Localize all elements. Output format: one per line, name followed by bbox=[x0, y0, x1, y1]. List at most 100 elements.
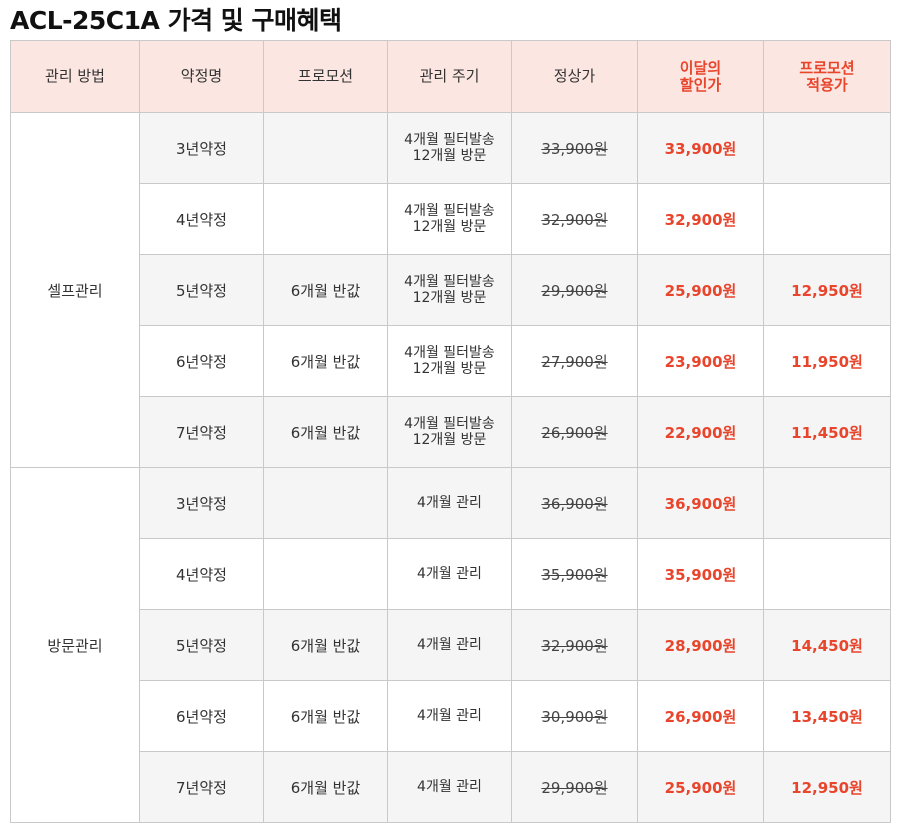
cycle-line2: 12개월 방문 bbox=[412, 148, 487, 164]
price-table: 관리 방법 약정명 프로모션 관리 주기 정상가 이달의 할인가 프로모션 적용… bbox=[10, 40, 891, 823]
cycle-cell: 4개월 관리 bbox=[387, 467, 512, 539]
header-cycle: 관리 주기 bbox=[387, 40, 512, 113]
contract-cell: 4년약정 bbox=[139, 183, 264, 255]
cycle-line1: 4개월 관리 bbox=[417, 495, 482, 511]
cycle-line1: 4개월 관리 bbox=[417, 566, 482, 582]
discount-price-cell: 32,900원 bbox=[637, 183, 764, 255]
discount-price-cell: 25,900원 bbox=[637, 254, 764, 326]
table-row: 5년약정 6개월 반값 4개월 필터발송 12개월 방문 29,900원 25,900원 1… bbox=[11, 254, 891, 326]
cycle-line2: 12개월 방문 bbox=[412, 432, 487, 448]
promo-price-cell bbox=[763, 112, 891, 184]
header-contract: 약정명 bbox=[139, 40, 264, 113]
promotion-cell: 6개월 반값 bbox=[263, 254, 388, 326]
promotion-cell bbox=[263, 538, 388, 610]
discount-price-cell: 36,900원 bbox=[637, 467, 764, 539]
regular-price-strikethrough: 36,900원 bbox=[541, 494, 608, 513]
header-discount-price: 이달의 할인가 bbox=[637, 40, 764, 113]
cycle-cell: 4개월 필터발송 12개월 방문 bbox=[387, 396, 512, 468]
table-row: 셀프관리 3년약정 4개월 필터발송 12개월 방문 33,900원 33,900원 bbox=[10, 112, 891, 468]
regular-price-strikethrough: 29,900원 bbox=[541, 778, 608, 797]
regular-price-strikethrough: 32,900원 bbox=[541, 636, 608, 655]
table-row: 7년약정 6개월 반값 4개월 필터발송 12개월 방문 26,900원 22,900원 1… bbox=[11, 396, 891, 468]
header-regular-price: 정상가 bbox=[511, 40, 638, 113]
regular-price-cell: 29,900원 bbox=[511, 751, 638, 823]
table-group: 셀프관리 3년약정 4개월 필터발송 12개월 방문 33,900원 33,900원 4년약… bbox=[10, 112, 891, 468]
regular-price-strikethrough: 33,900원 bbox=[541, 139, 608, 158]
promo-price-cell: 11,950원 bbox=[763, 325, 891, 397]
regular-price-cell: 32,900원 bbox=[511, 183, 638, 255]
cycle-cell: 4개월 관리 bbox=[387, 609, 512, 681]
promotion-cell bbox=[263, 183, 388, 255]
cycle-cell: 4개월 필터발송 12개월 방문 bbox=[387, 183, 512, 255]
regular-price-strikethrough: 29,900원 bbox=[541, 281, 608, 300]
table-row: 6년약정 6개월 반값 4개월 필터발송 12개월 방문 27,900원 23,900원 1… bbox=[11, 325, 891, 397]
table-row: 4년약정 4개월 필터발송 12개월 방문 32,900원 32,900원 bbox=[11, 183, 891, 255]
promotion-cell bbox=[263, 467, 388, 539]
cycle-line2: 12개월 방문 bbox=[412, 219, 487, 235]
regular-price-strikethrough: 27,900원 bbox=[541, 352, 608, 371]
header-method: 관리 방법 bbox=[10, 40, 140, 113]
promotion-cell: 6개월 반값 bbox=[263, 680, 388, 752]
discount-price-cell: 22,900원 bbox=[637, 396, 764, 468]
contract-cell: 3년약정 bbox=[139, 467, 264, 539]
method-cell: 방문관리 bbox=[10, 467, 140, 823]
promotion-cell: 6개월 반값 bbox=[263, 325, 388, 397]
promotion-cell: 6개월 반값 bbox=[263, 396, 388, 468]
header-promo-price: 프로모션 적용가 bbox=[763, 40, 891, 113]
cycle-cell: 4개월 필터발송 12개월 방문 bbox=[387, 254, 512, 326]
cycle-line2: 12개월 방문 bbox=[412, 290, 487, 306]
regular-price-strikethrough: 35,900원 bbox=[541, 565, 608, 584]
regular-price-cell: 27,900원 bbox=[511, 325, 638, 397]
method-cell: 셀프관리 bbox=[10, 112, 140, 468]
cycle-cell: 4개월 필터발송 12개월 방문 bbox=[387, 112, 512, 184]
promo-price-cell: 11,450원 bbox=[763, 396, 891, 468]
table-group: 방문관리 3년약정 4개월 관리 36,900원 36,900원 4년약정 4개월 관리 35… bbox=[10, 467, 891, 823]
header-discount-line2: 할인가 bbox=[679, 75, 722, 94]
table-row: 4년약정 4개월 관리 35,900원 35,900원 bbox=[11, 538, 891, 610]
promo-price-cell: 13,450원 bbox=[763, 680, 891, 752]
cycle-line1: 4개월 필터발송 bbox=[404, 132, 495, 148]
discount-price-cell: 25,900원 bbox=[637, 751, 764, 823]
promo-price-cell bbox=[763, 538, 891, 610]
contract-cell: 5년약정 bbox=[139, 609, 264, 681]
contract-cell: 6년약정 bbox=[139, 680, 264, 752]
regular-price-cell: 29,900원 bbox=[511, 254, 638, 326]
promo-price-cell bbox=[763, 467, 891, 539]
contract-cell: 5년약정 bbox=[139, 254, 264, 326]
promo-price-cell: 12,950원 bbox=[763, 751, 891, 823]
cycle-line1: 4개월 필터발송 bbox=[404, 274, 495, 290]
header-discount-line1: 이달의 bbox=[679, 58, 722, 77]
header-promo-line1: 프로모션 bbox=[799, 58, 855, 77]
table-row: 7년약정 6개월 반값 4개월 관리 29,900원 25,900원 12,950원 bbox=[11, 751, 891, 823]
header-promo-line2: 적용가 bbox=[806, 75, 848, 94]
discount-price-cell: 28,900원 bbox=[637, 609, 764, 681]
promo-price-cell: 12,950원 bbox=[763, 254, 891, 326]
regular-price-strikethrough: 26,900원 bbox=[541, 423, 608, 442]
table-row: 6년약정 6개월 반값 4개월 관리 30,900원 26,900원 13,450원 bbox=[11, 680, 891, 752]
cycle-cell: 4개월 관리 bbox=[387, 751, 512, 823]
cycle-line1: 4개월 필터발송 bbox=[404, 345, 495, 361]
promotion-cell bbox=[263, 112, 388, 184]
cycle-line1: 4개월 필터발송 bbox=[404, 203, 495, 219]
regular-price-cell: 32,900원 bbox=[511, 609, 638, 681]
regular-price-cell: 26,900원 bbox=[511, 396, 638, 468]
discount-price-cell: 26,900원 bbox=[637, 680, 764, 752]
contract-cell: 4년약정 bbox=[139, 538, 264, 610]
contract-cell: 7년약정 bbox=[139, 396, 264, 468]
cycle-line1: 4개월 관리 bbox=[417, 637, 482, 653]
promo-price-cell bbox=[763, 183, 891, 255]
header-promotion: 프로모션 bbox=[263, 40, 388, 113]
cycle-line1: 4개월 관리 bbox=[417, 779, 482, 795]
promo-price-cell: 14,450원 bbox=[763, 609, 891, 681]
discount-price-cell: 23,900원 bbox=[637, 325, 764, 397]
cycle-line1: 4개월 필터발송 bbox=[404, 416, 495, 432]
cycle-cell: 4개월 관리 bbox=[387, 538, 512, 610]
regular-price-cell: 30,900원 bbox=[511, 680, 638, 752]
cycle-line2: 12개월 방문 bbox=[412, 361, 487, 377]
discount-price-cell: 35,900원 bbox=[637, 538, 764, 610]
page-title: ACL-25C1A 가격 및 구매혜택 bbox=[10, 6, 342, 35]
cycle-cell: 4개월 필터발송 12개월 방문 bbox=[387, 325, 512, 397]
cycle-cell: 4개월 관리 bbox=[387, 680, 512, 752]
promotion-cell: 6개월 반값 bbox=[263, 751, 388, 823]
regular-price-cell: 36,900원 bbox=[511, 467, 638, 539]
